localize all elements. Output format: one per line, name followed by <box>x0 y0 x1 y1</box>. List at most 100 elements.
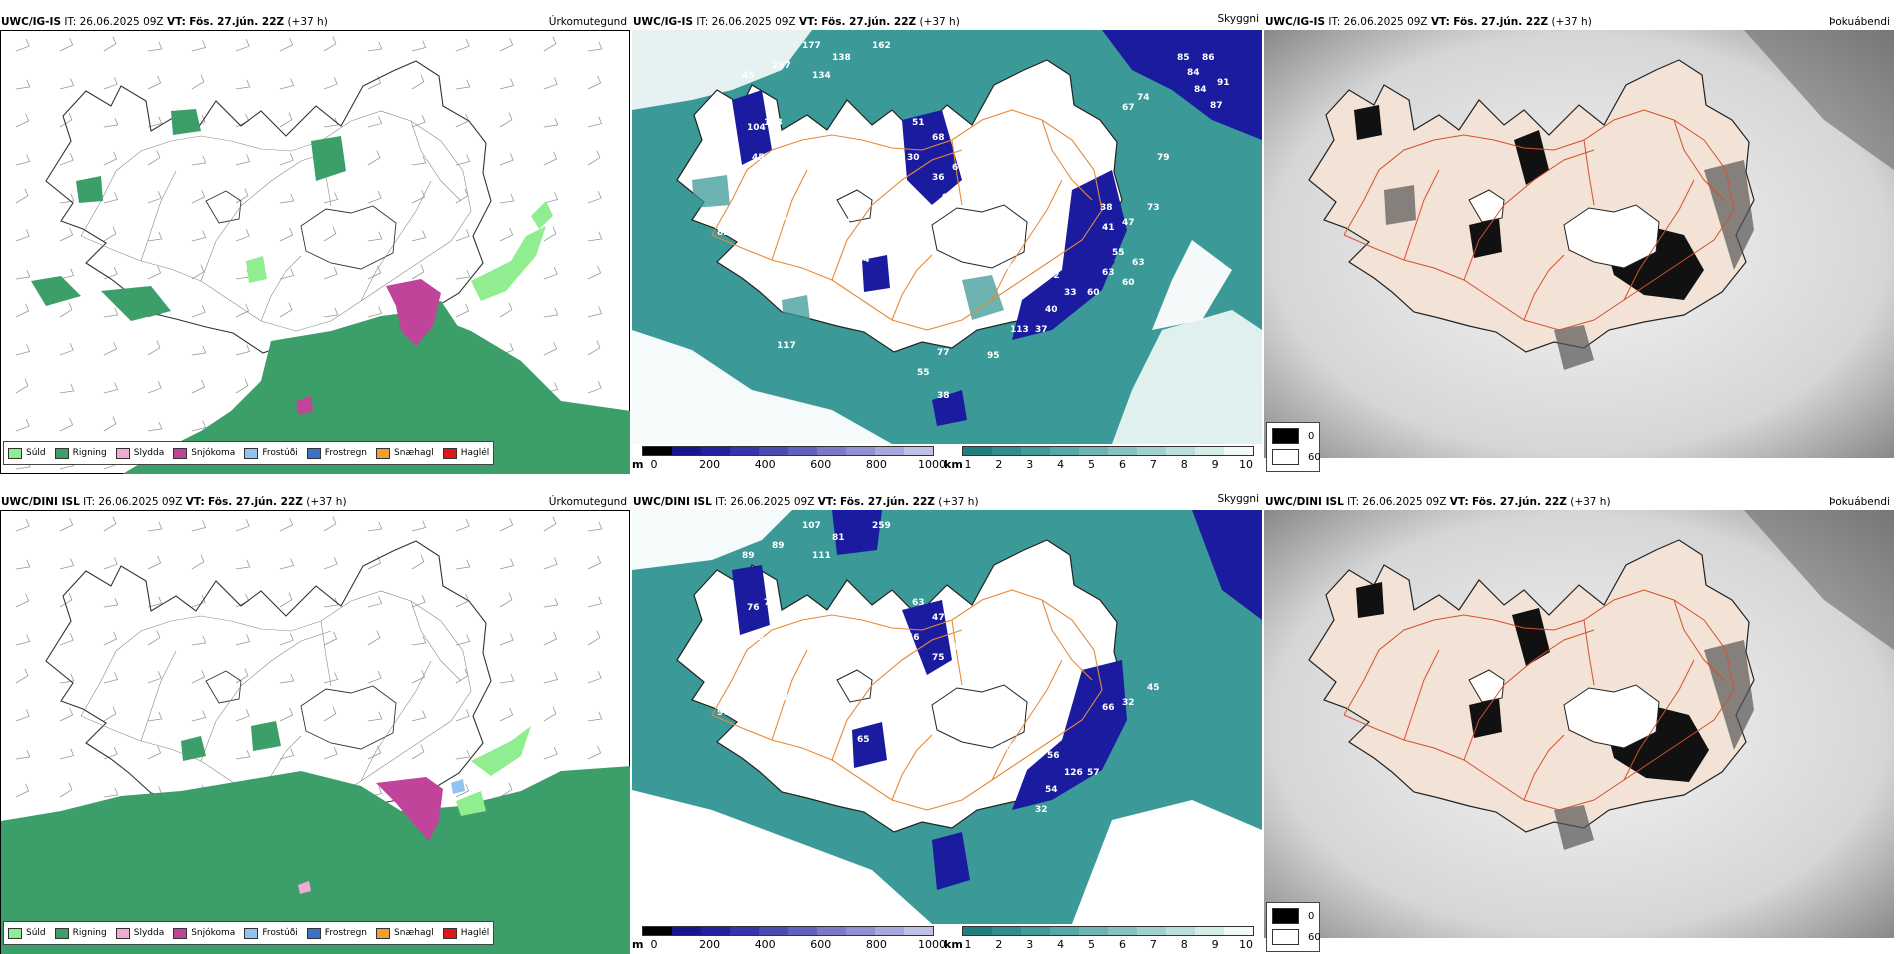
cloud-base-colorbar: m 0 200 400 600 800 1000 <box>632 924 946 952</box>
legend-item: Frostregn <box>306 447 367 459</box>
colorbar-tick: 1000 <box>918 458 946 471</box>
cloud-base-label: 73 <box>1147 203 1160 213</box>
cloud-base-label: 113 <box>1010 325 1029 335</box>
legend-swatch <box>376 927 391 939</box>
cloud-base-label: 57 <box>1087 768 1100 778</box>
cloud-base-label: 47 <box>1122 218 1135 228</box>
cloud-base-label: 117 <box>777 341 796 351</box>
precip-panel-row1: UWC/IG-IS IT: 26.06.2025 09Z VT: Fös. 27… <box>0 10 630 474</box>
colorbar-tick: 7 <box>1149 938 1157 951</box>
legend-label: Slydda <box>133 448 165 458</box>
legend-item: Súld <box>8 447 46 459</box>
cloud-base-label: 85 <box>832 698 845 708</box>
cloud-base-label: 177 <box>802 41 821 51</box>
precip-type-legend: Súld Rigning Slydda Snjókoma Frostúði Frostre… <box>3 921 495 945</box>
cloud-base-label: 81 <box>832 533 845 543</box>
cloud-base-label: 126 <box>1064 768 1083 778</box>
cloud-base-label: 107 <box>802 521 821 531</box>
precip-map[interactable]: Súld Rigning Slydda Snjókoma Frostúði Frostre… <box>0 510 630 954</box>
cloud-base-label: 73 <box>752 633 765 643</box>
cloud-base-label: 67 <box>1122 103 1135 113</box>
cloud-base-label: 45 <box>1147 683 1160 693</box>
cloud-base-label: 94 <box>942 193 955 203</box>
cloud-base-label: 111 <box>812 551 831 561</box>
cloud-base-label: 36 <box>932 173 945 183</box>
cloud-base-label: 38 <box>932 203 945 213</box>
cloud-base-label: 56 <box>907 633 920 643</box>
panel-title: UWC/DINI ISL IT: 26.06.2025 09Z VT: Fös.… <box>633 496 979 508</box>
colorbar-tick: 3 <box>1026 938 1034 951</box>
colorbar-tick: 6 <box>1118 938 1126 951</box>
legend-item: Rigning <box>54 447 107 459</box>
cloud-base-colorbar: m 0 200 400 600 800 1000 <box>632 444 946 472</box>
cloud-base-label: 63 <box>1102 268 1115 278</box>
cloud-base-label: 259 <box>872 521 891 531</box>
cloud-base-label: 54 <box>1045 785 1058 795</box>
cloud-base-label: 90 <box>717 708 730 718</box>
legend-item: Haglél <box>442 927 490 939</box>
cloud-base-label: 75 <box>932 653 945 663</box>
cloud-base-label: 79 <box>1157 153 1170 163</box>
cloud-base-label: 32 <box>1122 698 1135 708</box>
colorbar-tick: 10 <box>1239 938 1253 951</box>
legend-swatch <box>244 927 259 939</box>
legend-item: Slydda <box>115 927 165 939</box>
colorbar-tick: 7 <box>1149 458 1157 471</box>
legend-label: Haglél <box>460 928 490 938</box>
cloud-base-label: 32 <box>1047 271 1060 281</box>
legend-item: Snæhagl <box>376 927 434 939</box>
visibility-map[interactable]: 162 134 177 138 297 45 104 133 31 45 30 36 51 94 68 60 8… <box>632 30 1262 444</box>
colorbar-tick: 400 <box>754 938 776 951</box>
cloud-base-label: 34 <box>782 693 795 703</box>
fog-map[interactable]: 0 60 <box>1264 510 1894 952</box>
cloud-base-label: 162 <box>872 41 891 51</box>
cloud-base-label: 103 <box>942 673 961 683</box>
panel-type-label: Úrkomutegund <box>548 16 627 28</box>
cloud-base-label: 73 <box>977 255 990 265</box>
legend-label: Frostúði <box>262 928 298 938</box>
cloud-base-label: 45 <box>742 71 755 81</box>
cloud-base-label: 63 <box>1132 258 1145 268</box>
legend-label: Súld <box>26 448 46 458</box>
cloud-base-label: 138 <box>832 53 851 63</box>
cloud-base-label: 53 <box>952 643 965 653</box>
colorbar-tick: 1 <box>964 938 972 951</box>
cloud-base-label: 82 <box>717 228 730 238</box>
panel-title: UWC/DINI ISL IT: 26.06.2025 09Z VT: Fös.… <box>1 496 347 508</box>
legend-swatch <box>54 447 69 459</box>
cloud-base-label: 16 <box>1000 263 1013 273</box>
legend-label: Slydda <box>133 928 165 938</box>
legend-item: Rigning <box>54 927 107 939</box>
colorbar-tick: 400 <box>754 458 776 471</box>
cloud-base-label: 60 <box>972 651 985 661</box>
legend-item: Snjókoma <box>173 927 235 939</box>
cloud-bar <box>642 446 934 456</box>
cloud-base-label: 56 <box>812 703 825 713</box>
panel-type-label: Skyggni <box>1217 493 1260 505</box>
colorbar-tick: 8 <box>1180 458 1188 471</box>
precip-map[interactable]: Súld Rigning Slydda Snjókoma Frostúði Frostre… <box>0 30 630 474</box>
legend-swatch <box>376 447 391 459</box>
colorbar-tick: 4 <box>1057 458 1065 471</box>
cloud-base-label: 89 <box>772 541 785 551</box>
colorbar-tick: 1 <box>964 458 972 471</box>
cloud-base-label: 33 <box>1064 288 1077 298</box>
legend-swatch <box>115 447 130 459</box>
cloud-base-label: 74 <box>1137 93 1150 103</box>
cloud-base-label: 107 <box>977 735 996 745</box>
legend-swatch <box>442 927 457 939</box>
cloud-base-label: 297 <box>772 61 791 71</box>
colorbar-tick: 600 <box>810 458 832 471</box>
colorbar-tick: 2 <box>995 458 1003 471</box>
cloud-base-label: 133 <box>764 118 783 128</box>
panel-title: UWC/IG-IS IT: 26.06.2025 09Z VT: Fös. 27… <box>1265 16 1592 28</box>
visibility-map[interactable]: 259 111 107 81 89 89 76 78 95 73 56 75 63 103 47 53 60 38… <box>632 510 1262 924</box>
legend-swatch <box>54 927 69 939</box>
cloud-bar <box>642 926 934 936</box>
legend-item: Haglél <box>442 447 489 459</box>
fog-map[interactable]: 0 60 <box>1264 30 1894 472</box>
cloud-base-label: 107 <box>832 218 851 228</box>
legend-item: Snæhagl <box>376 447 434 459</box>
panel-title: UWC/DINI ISL IT: 26.06.2025 09Z VT: Fös.… <box>1265 496 1611 508</box>
panel-title: UWC/IG-IS IT: 26.06.2025 09Z VT: Fös. 27… <box>633 16 960 28</box>
